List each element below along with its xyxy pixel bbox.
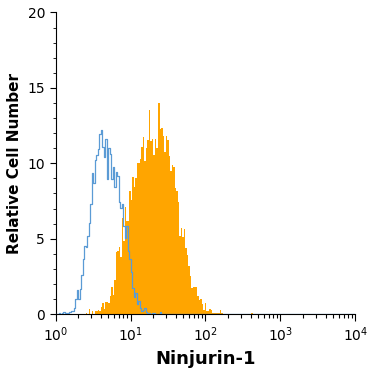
Bar xyxy=(171,165,173,314)
Bar xyxy=(193,286,194,314)
Bar xyxy=(119,247,120,314)
Bar xyxy=(182,237,184,314)
Bar xyxy=(143,137,144,314)
Bar xyxy=(173,167,175,314)
Bar xyxy=(214,313,215,314)
Bar xyxy=(218,313,220,314)
Bar xyxy=(108,303,110,314)
Bar xyxy=(188,266,190,314)
Bar xyxy=(102,303,104,314)
Bar xyxy=(129,191,131,314)
Y-axis label: Relative Cell Number: Relative Cell Number xyxy=(7,73,22,254)
Bar xyxy=(125,207,126,314)
Bar xyxy=(176,191,178,314)
Bar xyxy=(99,311,101,314)
Bar xyxy=(170,171,171,314)
Bar xyxy=(200,299,202,314)
Bar xyxy=(220,310,221,314)
Bar xyxy=(167,140,168,314)
Bar xyxy=(111,286,113,314)
Bar xyxy=(194,286,196,314)
Bar xyxy=(199,300,200,314)
Bar xyxy=(120,256,122,314)
Bar xyxy=(179,236,181,314)
Bar xyxy=(181,228,182,314)
Bar xyxy=(92,311,93,314)
Bar xyxy=(161,128,162,314)
Bar xyxy=(150,141,152,314)
Bar xyxy=(156,148,158,314)
Bar xyxy=(96,311,98,314)
Bar xyxy=(175,188,176,314)
Bar xyxy=(221,313,223,314)
Bar xyxy=(203,310,205,314)
Bar xyxy=(116,252,117,314)
Bar xyxy=(135,178,137,314)
Bar xyxy=(164,152,165,314)
Bar xyxy=(138,163,140,314)
Bar xyxy=(190,276,191,314)
Bar xyxy=(212,313,214,314)
Bar xyxy=(185,248,187,314)
Bar xyxy=(117,251,119,314)
Bar xyxy=(137,163,138,314)
Bar xyxy=(126,221,128,314)
Bar xyxy=(134,187,135,314)
Bar xyxy=(168,156,170,314)
Bar xyxy=(178,202,179,314)
Bar xyxy=(191,288,193,314)
Bar xyxy=(98,310,99,314)
Bar xyxy=(251,313,253,314)
Bar xyxy=(158,103,159,314)
Bar xyxy=(153,155,155,314)
Bar xyxy=(140,159,141,314)
Bar xyxy=(104,309,105,314)
Bar xyxy=(144,160,146,314)
Bar xyxy=(217,313,218,314)
Bar xyxy=(187,255,188,314)
Bar xyxy=(205,303,206,314)
Bar xyxy=(95,311,96,314)
Bar xyxy=(208,311,209,314)
Bar xyxy=(113,295,114,314)
Bar xyxy=(202,304,203,314)
Bar xyxy=(197,296,199,314)
Bar xyxy=(211,310,212,314)
Bar xyxy=(196,286,197,314)
Bar xyxy=(152,139,153,314)
Bar xyxy=(159,129,161,314)
Bar xyxy=(147,140,149,314)
Bar xyxy=(146,148,147,314)
Bar xyxy=(155,139,156,314)
Bar xyxy=(89,309,90,314)
Bar xyxy=(206,311,208,314)
X-axis label: Ninjurin-1: Ninjurin-1 xyxy=(155,350,256,368)
Bar xyxy=(132,177,134,314)
Bar xyxy=(107,302,108,314)
Bar xyxy=(114,280,116,314)
Bar xyxy=(215,313,217,314)
Bar xyxy=(141,147,143,314)
Bar xyxy=(165,136,167,314)
Bar xyxy=(101,307,102,314)
Bar xyxy=(105,302,107,314)
Bar xyxy=(149,110,150,314)
Bar xyxy=(123,242,125,314)
Bar xyxy=(184,229,185,314)
Bar xyxy=(128,221,129,314)
Bar xyxy=(131,200,132,314)
Bar xyxy=(110,296,111,314)
Bar xyxy=(86,313,87,314)
Bar xyxy=(209,309,211,314)
Bar xyxy=(162,136,164,314)
Bar xyxy=(122,218,123,314)
